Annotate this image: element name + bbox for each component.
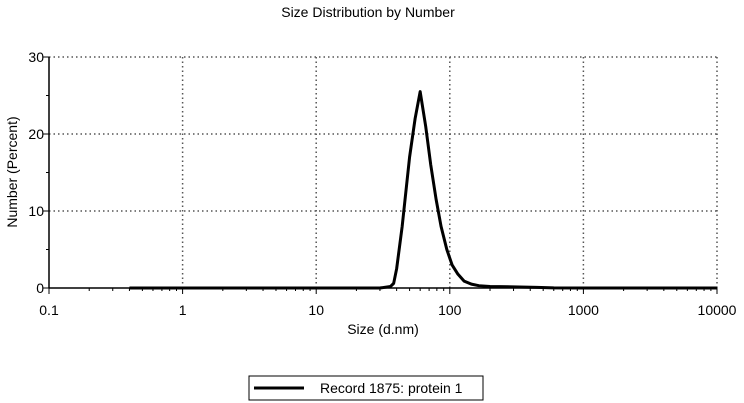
plot-area bbox=[49, 57, 717, 288]
x-tick-label: 1 bbox=[179, 302, 187, 318]
x-axis-label: Size (d.nm) bbox=[347, 321, 419, 337]
x-tick-label: 0.1 bbox=[39, 302, 59, 318]
x-tick-label: 10000 bbox=[698, 302, 737, 318]
axes bbox=[43, 56, 718, 294]
y-tick-label: 0 bbox=[36, 280, 44, 296]
legend-label: Record 1875: protein 1 bbox=[320, 380, 463, 396]
chart-title: Size Distribution by Number bbox=[281, 4, 455, 20]
series-line bbox=[129, 90, 717, 290]
x-tick-labels: 0.1 1 10 100 1000 10000 bbox=[39, 302, 736, 318]
series-layer bbox=[129, 90, 717, 290]
y-axis-label: Number (Percent) bbox=[4, 116, 20, 227]
legend: Record 1875: protein 1 bbox=[248, 375, 484, 401]
x-tick-label: 1000 bbox=[568, 302, 599, 318]
y-tick-labels: 0 10 20 30 bbox=[28, 49, 44, 296]
y-tick-label: 20 bbox=[28, 126, 44, 142]
grid-lines bbox=[49, 56, 718, 288]
x-tick-label: 10 bbox=[308, 302, 324, 318]
x-tick-label: 100 bbox=[438, 302, 462, 318]
y-tick-label: 10 bbox=[28, 203, 44, 219]
y-tick-label: 30 bbox=[28, 49, 44, 65]
